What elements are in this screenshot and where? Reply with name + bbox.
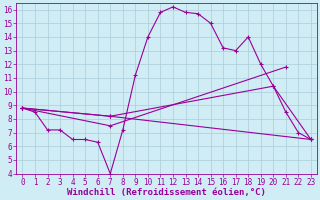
X-axis label: Windchill (Refroidissement éolien,°C): Windchill (Refroidissement éolien,°C) <box>67 188 266 197</box>
